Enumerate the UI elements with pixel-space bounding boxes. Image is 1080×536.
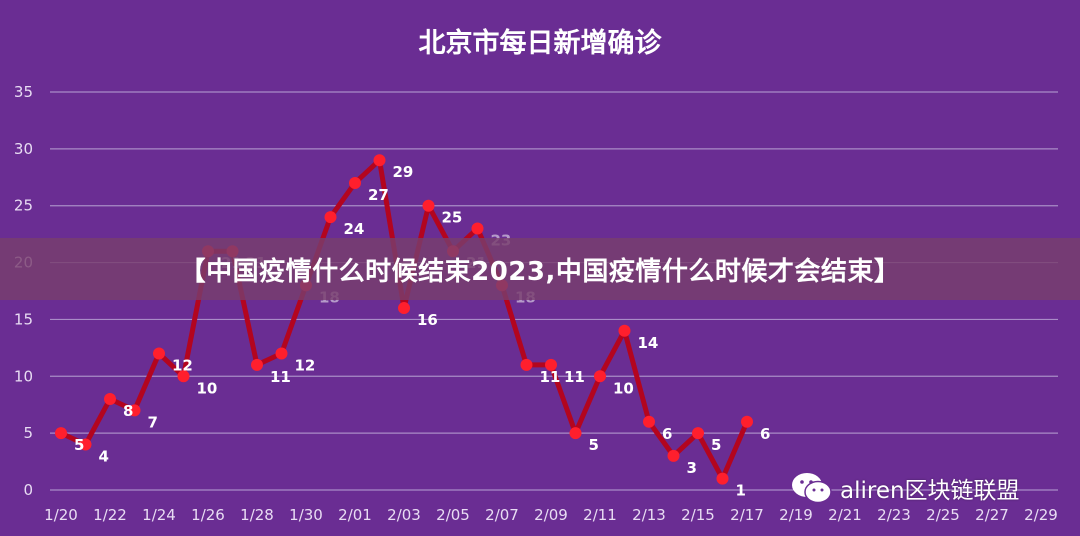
data-label: 12: [295, 357, 316, 375]
data-point: [398, 302, 410, 315]
data-point: [251, 358, 263, 371]
data-point: [667, 449, 680, 462]
data-point: [741, 415, 753, 428]
data-point: [520, 358, 533, 371]
y-tick-label: 0: [23, 481, 33, 499]
data-label: 10: [197, 379, 218, 397]
x-tick-label: 2/17: [730, 506, 764, 524]
x-tick-label: 2/03: [387, 506, 421, 524]
data-point: [545, 358, 557, 371]
x-tick-label: 2/23: [877, 506, 911, 524]
data-point: [692, 427, 704, 440]
y-tick-label: 5: [23, 424, 33, 442]
data-label: 12: [172, 357, 193, 375]
x-tick-label: 1/30: [289, 506, 323, 524]
y-tick-label: 30: [14, 140, 33, 158]
data-label: 5: [711, 436, 721, 454]
x-tick-label: 2/13: [632, 506, 666, 524]
x-tick-label: 1/26: [191, 506, 225, 524]
wechat-icon: [792, 473, 832, 504]
y-tick-label: 10: [14, 367, 33, 385]
data-point: [275, 347, 288, 360]
data-point: [128, 404, 141, 417]
x-tick-label: 2/01: [338, 506, 372, 524]
data-point: [177, 370, 190, 383]
data-point: [569, 427, 582, 440]
data-label: 8: [123, 402, 133, 420]
data-point: [618, 324, 631, 337]
data-label: 4: [99, 448, 109, 466]
x-tick-label: 1/28: [240, 506, 274, 524]
data-label: 11: [564, 368, 585, 386]
x-tick-label: 2/11: [583, 506, 617, 524]
data-point: [471, 222, 484, 235]
data-label: 7: [148, 413, 158, 431]
x-tick-label: 2/07: [485, 506, 519, 524]
x-tick-label: 2/29: [1024, 506, 1058, 524]
x-tick-label: 2/15: [681, 506, 715, 524]
data-point: [422, 199, 435, 212]
data-label: 1: [736, 482, 746, 500]
x-tick-label: 2/27: [975, 506, 1009, 524]
data-label: 6: [662, 425, 672, 443]
data-label: 5: [74, 436, 84, 454]
data-label: 14: [638, 334, 659, 352]
data-label: 10: [613, 379, 634, 397]
data-label: 3: [687, 459, 697, 477]
data-point: [373, 154, 386, 167]
data-label: 16: [417, 311, 438, 329]
x-tick-label: 1/22: [93, 506, 127, 524]
watermark: aliren区块链联盟: [790, 468, 1020, 508]
y-tick-label: 15: [14, 310, 33, 328]
title-banner: 【中国疫情什么时候结束2023,中国疫情什么时候才会结束】: [0, 238, 1080, 300]
data-label: 6: [760, 425, 770, 443]
data-label: 29: [393, 163, 414, 181]
x-tick-label: 2/09: [534, 506, 568, 524]
watermark-text: aliren区块链联盟: [840, 478, 1020, 504]
data-point: [79, 438, 92, 451]
data-point: [104, 393, 116, 406]
x-axis-ticks: 1/20 1/22 1/24 1/26 1/28 1/30 2/01 2/03 2/05 2/07…: [44, 506, 1058, 524]
x-tick-label: 2/05: [436, 506, 470, 524]
data-label: 27: [368, 186, 389, 204]
data-label: 11: [270, 368, 291, 386]
data-label: 24: [344, 220, 365, 238]
data-point: [349, 176, 361, 189]
banner-text: 【中国疫情什么时候结束2023,中国疫情什么时候才会结束】: [179, 256, 901, 287]
data-point: [594, 370, 606, 383]
y-tick-label: 35: [14, 83, 33, 101]
y-tick-label: 25: [14, 197, 33, 215]
data-point: [55, 427, 67, 440]
data-label: 25: [442, 209, 463, 227]
data-point: [153, 347, 165, 360]
data-label: 11: [540, 368, 561, 386]
data-point: [716, 472, 729, 485]
x-tick-label: 1/24: [142, 506, 176, 524]
x-tick-label: 1/20: [44, 506, 78, 524]
x-tick-label: 2/21: [828, 506, 862, 524]
data-point: [643, 415, 655, 428]
x-tick-label: 2/19: [779, 506, 813, 524]
chart-title: 北京市每日新增确诊: [419, 27, 663, 59]
data-point: [324, 211, 337, 224]
data-label: 5: [589, 436, 599, 454]
x-tick-label: 2/25: [926, 506, 960, 524]
